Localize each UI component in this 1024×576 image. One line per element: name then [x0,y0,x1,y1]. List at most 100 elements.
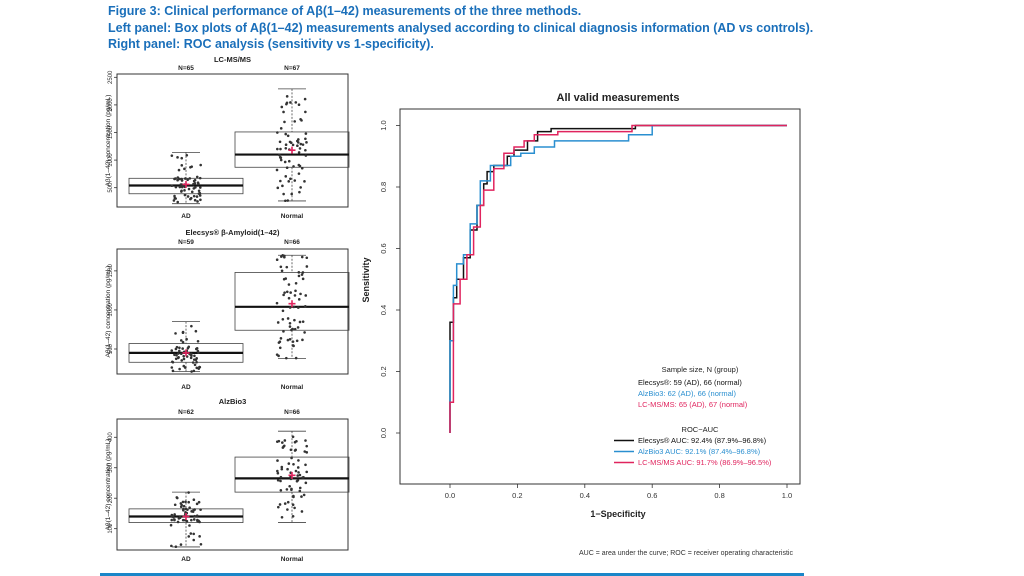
data-point [192,194,196,198]
data-point [178,515,182,519]
data-point [276,147,279,151]
data-point [290,456,293,460]
data-point [305,470,309,474]
data-point [195,366,199,370]
data-point [283,502,287,505]
data-point [178,185,182,189]
y-tick-label: 100 [108,523,114,534]
data-point [294,289,297,293]
data-point [186,195,190,198]
data-point [180,189,183,193]
mean-marker [182,349,190,357]
data-point [174,177,177,180]
data-point [298,190,301,194]
data-point [286,199,290,202]
category-label: AD [181,384,191,391]
data-point [283,160,287,164]
data-point [183,189,186,192]
data-point [281,441,284,444]
data-point [299,117,302,121]
roc-curve-alzbio3 [449,124,787,433]
roc-panel: All valid measurements 1−Specificity Sensi… [361,92,801,519]
data-point [280,269,284,273]
data-point [172,199,176,202]
data-point [285,102,288,106]
data-point [189,197,192,201]
data-point [296,326,300,329]
data-point [278,153,281,157]
data-point [299,142,303,146]
data-point [179,505,183,509]
data-point [285,356,288,360]
data-point [283,254,286,258]
data-point [289,101,292,104]
y-tick-label: 500 [108,343,114,354]
data-point [182,508,185,512]
data-point [300,273,304,276]
data-point [294,448,297,452]
data-point [299,292,302,296]
data-point [303,450,307,453]
y-tick-label: 400 [108,432,114,443]
data-point [276,321,280,324]
data-point [197,367,201,370]
panel-frame [116,248,349,375]
data-point [281,184,284,188]
y-tick-label: 2000 [108,98,114,112]
data-point [278,140,282,144]
data-point [296,466,300,469]
data-point [298,320,302,324]
data-point [192,508,195,512]
data-point [288,337,292,341]
data-point [280,467,284,471]
data-point [304,148,307,152]
data-point [187,187,191,191]
data-point [279,179,282,183]
data-point [294,356,298,360]
n-label: N=59 [178,239,194,246]
data-point [197,192,201,195]
data-point [189,532,193,535]
x-tick-label: 0.6 [647,491,657,500]
boxplot-panel: AlzBio3 Aβ(1–42) concentration (pg/mL)100… [105,397,350,563]
data-point [171,369,175,373]
data-point [294,282,298,285]
mean-marker [182,512,190,520]
data-point [282,444,286,448]
data-point [291,340,295,343]
data-point [171,360,174,364]
data-point [287,296,291,300]
y-axis-label: Sensitivity [361,257,371,302]
data-point [180,177,183,181]
n-label: N=66 [284,409,300,416]
legend-auc-entry: LC-MS/MS AUC: 91.7% (86.9%–96.5%) [638,458,772,467]
data-point [173,518,176,522]
y-axis-label: Aβ(1–42) concentration (pg/mL) [105,439,112,531]
roc-frame [399,108,801,485]
data-point [280,105,284,109]
data-point [288,484,291,488]
data-point [280,515,284,519]
data-point [174,545,178,549]
data-point [287,283,291,286]
data-point [301,271,305,274]
data-point [281,309,285,313]
data-point [276,471,280,475]
data-point [184,177,187,180]
data-point [298,486,302,490]
data-point [279,488,283,492]
data-point [199,163,202,167]
data-point [298,489,302,493]
data-point [177,356,180,360]
data-point [186,346,190,350]
n-label: N=65 [178,65,194,72]
data-point [170,518,174,522]
data-point [300,255,304,259]
data-point [292,165,295,168]
data-point [180,164,184,167]
data-point [279,479,282,483]
data-point [192,187,196,190]
data-point [185,337,188,341]
data-point [275,168,279,172]
